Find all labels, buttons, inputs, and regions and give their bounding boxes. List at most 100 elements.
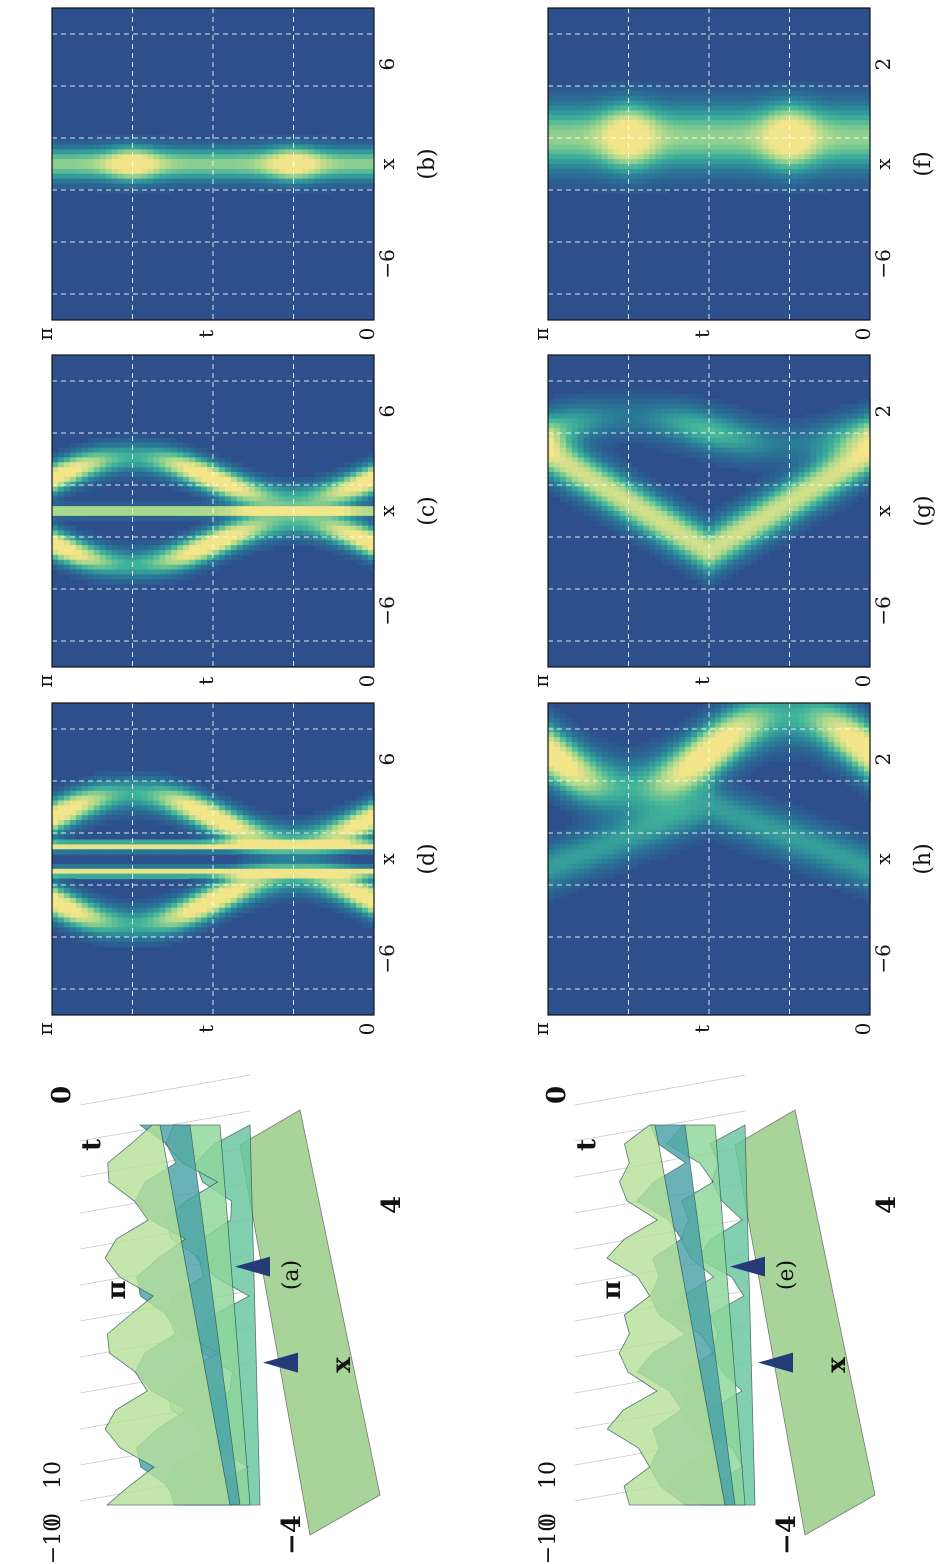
heatmap-cell [284,525,292,532]
heatmap-cell [822,159,829,165]
heatmap-cell [691,554,698,561]
heatmap-cell [631,144,639,150]
heatmap-cell [135,452,143,458]
heatmap-cell [135,511,143,517]
heatmap-cell [691,168,698,175]
heatmap-cell [553,173,561,180]
heatmap-cell [183,927,190,933]
heatmap-cell [631,403,639,410]
heatmap-cell [87,937,95,943]
heatmap-cell [159,805,166,811]
frame [51,702,375,1016]
heatmap-cell [248,139,256,146]
heatmap-cell [189,800,196,806]
heatmap-cell [649,183,656,189]
heatmap-cell [338,878,345,884]
heatmap-cell [230,472,238,478]
heatmap-cell [864,120,871,126]
heatmap-cell [236,154,244,160]
heatmap-cell [183,781,190,787]
heatmap-cell [350,898,357,904]
heatmap-cell [613,178,621,185]
heatmap-cell [177,795,184,802]
heatmap-cell [213,849,220,855]
heatmap-cell [577,95,585,102]
heatmap-cell [565,403,573,410]
heatmap-cell [619,164,627,170]
heatmap-cell [350,839,357,845]
heatmap-cell [714,120,722,126]
heatmap-cell [284,515,292,522]
heatmap-cell [607,188,615,194]
heatmap-cell [111,442,119,449]
heatmap-cell [613,481,621,488]
heatmap-cell [147,839,154,845]
heatmap-cell [595,115,603,121]
heatmap-cell [207,824,214,831]
heatmap-cell [709,149,716,155]
heatmap-cell [177,898,184,904]
heatmap-cell [852,105,859,111]
heatmap-cell [213,486,220,493]
heatmap-cell [326,173,333,180]
heatmap-cell [195,805,202,811]
heatmap-cell [673,437,680,444]
heatmap-cell [117,569,125,575]
heatmap-cell [141,810,148,816]
heatmap-cell [177,810,184,816]
heatmap-cell [254,888,262,894]
heatmap-cell [673,447,680,454]
heatmap-cell [571,481,579,488]
heatmap-cell [266,164,274,170]
heatmap-cell [631,481,639,488]
heatmap-cell [356,810,363,816]
heatmap-cell [159,559,166,566]
heatmap-cell [165,579,172,585]
heatmap-cell [207,520,214,527]
heatmap-cell [218,863,226,870]
heatmap-cell [141,839,148,845]
heatmap-cell [804,168,811,175]
heatmap-cell [207,863,214,870]
heatmap-cell [254,902,262,909]
heatmap-cell [589,389,597,395]
heatmap-cell [356,154,363,160]
heatmap-cell [81,559,89,566]
heatmap-cell [117,173,125,180]
heatmap-cell [75,164,83,170]
heatmap-cell [559,476,567,483]
heatmap-cell [177,888,184,894]
heatmap-cell [254,893,262,899]
heatmap-cell [685,569,692,575]
heatmap-cell [230,506,238,512]
heatmap-cell [768,168,776,175]
heatmap-cell [607,452,615,458]
heatmap-cell [816,178,823,185]
heatmap-cell [189,917,196,923]
heatmap-cell [260,525,268,532]
heatmap-cell [87,550,95,556]
heatmap-cell [368,878,375,884]
heatmap-cell [362,183,369,189]
heatmap-cell [667,149,674,155]
heatmap-cell [284,168,292,175]
heatmap-cell [111,781,119,787]
heatmap-cell [111,574,119,580]
heatmap-cell [123,501,131,507]
heatmap-cell [224,898,232,904]
heatmap-cell [613,476,621,483]
heatmap-cell [254,515,262,522]
heatmap-cell [296,149,304,155]
heatmap-cell [87,805,95,811]
heatmap-cell [553,90,561,97]
heatmap-cell [207,839,214,845]
heatmap-cell [577,134,585,141]
heatmap-cell [559,183,567,189]
heatmap-cell [272,525,280,532]
heatmap-cell [147,912,154,919]
heatmap-cell [111,437,119,444]
heatmap-cell [559,144,567,150]
heatmap-cell [619,134,627,141]
heatmap-cell [153,873,160,880]
heatmap-cell [171,442,178,449]
